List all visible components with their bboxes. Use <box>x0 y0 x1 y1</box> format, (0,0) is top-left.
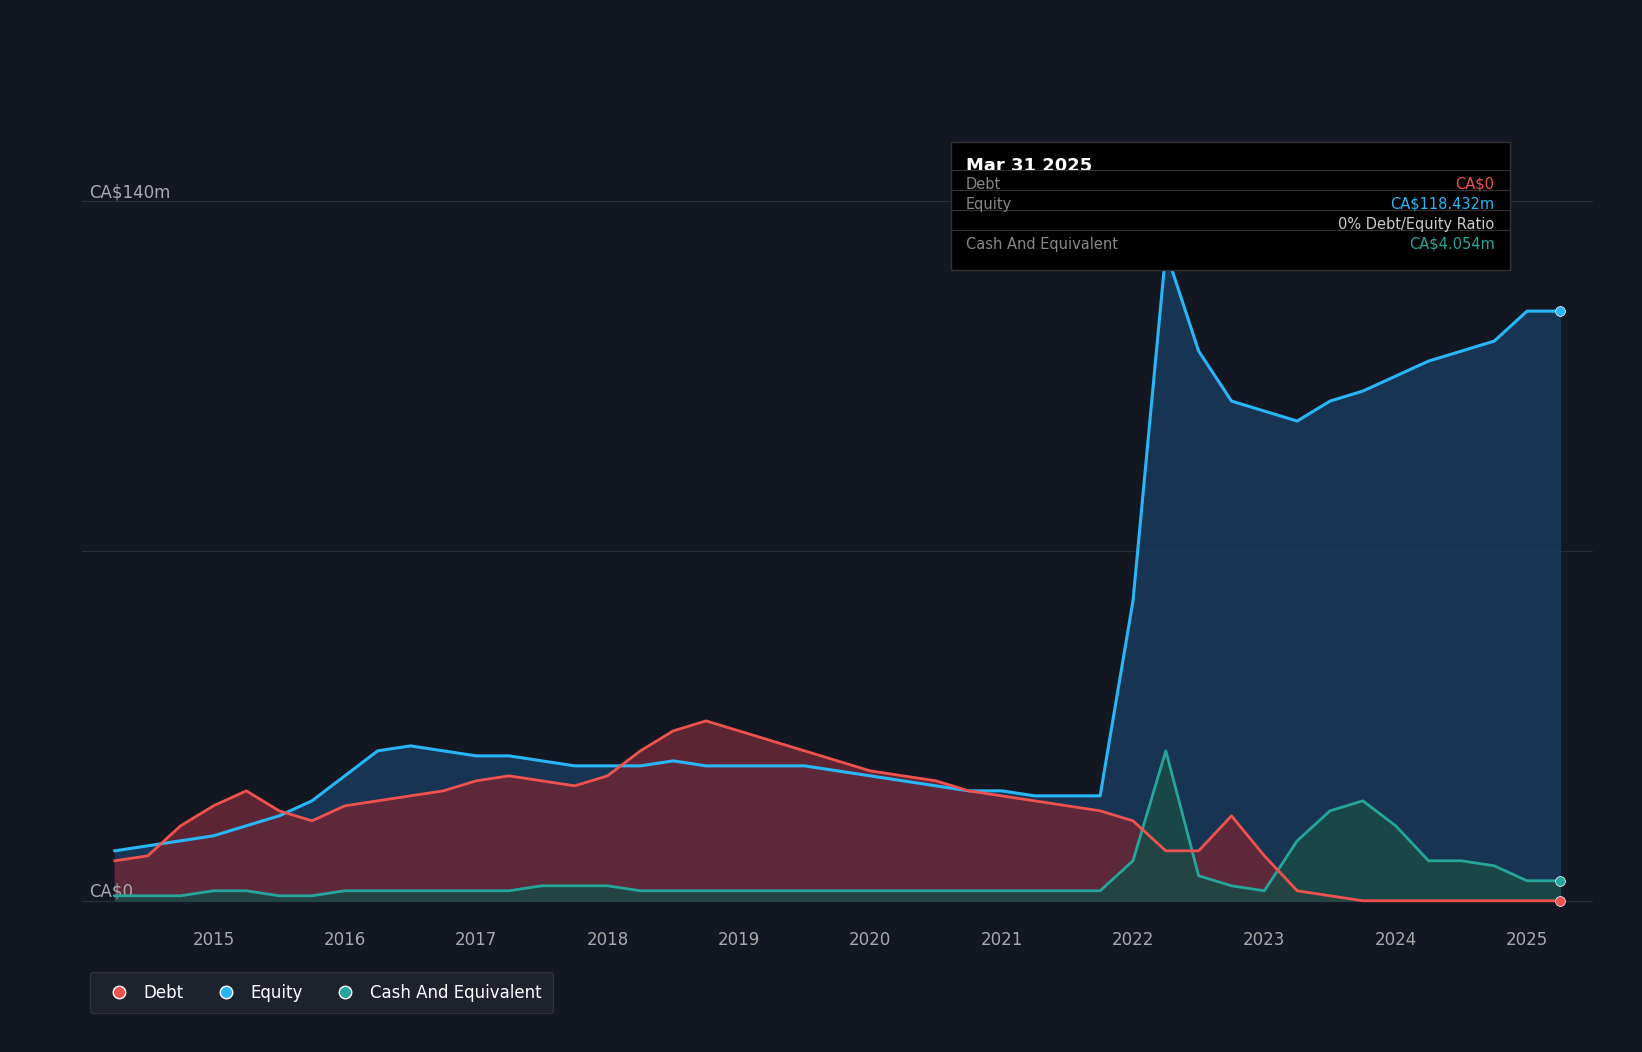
Point <box>1547 872 1573 889</box>
Text: Equity: Equity <box>965 197 1011 211</box>
Text: CA$140m: CA$140m <box>89 183 171 201</box>
Point <box>1547 303 1573 320</box>
FancyBboxPatch shape <box>951 142 1509 270</box>
Text: CA$118.432m: CA$118.432m <box>1391 197 1494 211</box>
Text: CA$0: CA$0 <box>1455 177 1494 191</box>
Text: Cash And Equivalent: Cash And Equivalent <box>965 237 1118 251</box>
Text: Mar 31 2025: Mar 31 2025 <box>965 157 1092 175</box>
Legend: Debt, Equity, Cash And Equivalent: Debt, Equity, Cash And Equivalent <box>90 972 553 1013</box>
Point <box>1547 892 1573 909</box>
Text: CA$4.054m: CA$4.054m <box>1409 237 1494 251</box>
Text: 0% Debt/Equity Ratio: 0% Debt/Equity Ratio <box>1338 217 1494 231</box>
Text: Debt: Debt <box>965 177 1002 191</box>
Text: CA$0: CA$0 <box>89 883 133 901</box>
